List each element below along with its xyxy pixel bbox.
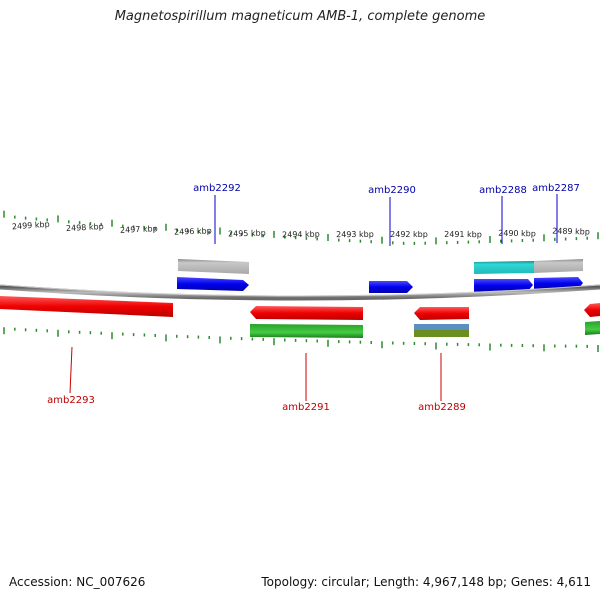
scale-label: 2496 kbp (174, 226, 212, 236)
cds-feature-olive (414, 330, 469, 337)
scale-label: 2498 kbp (66, 222, 104, 233)
cds-feature-gray (178, 259, 249, 274)
scale-label: 2492 kbp (390, 230, 428, 239)
scale-label: 2497 kbp (120, 224, 158, 235)
gene-arrow-amb2289[interactable] (414, 307, 469, 320)
cds-feature-cyan (474, 261, 534, 274)
gene-arrow-amb2292[interactable] (177, 277, 249, 291)
gene-label-amb2291[interactable]: amb2291 (282, 402, 330, 413)
scale-label: 2490 kbp (498, 229, 536, 239)
gene-label-amb2289[interactable]: amb2289 (418, 402, 466, 413)
gene-arrow-amb2291[interactable] (250, 306, 363, 320)
lower-scale-ticks (3, 327, 599, 352)
cds-feature-green (585, 321, 600, 335)
upper-scale-ticks (3, 210, 599, 245)
gene-arrow-amb2290[interactable] (369, 281, 413, 293)
forward-gene-track[interactable] (177, 277, 583, 293)
genome-backbone (0, 284, 600, 301)
gene-label-amb2288[interactable]: amb2288 (479, 185, 527, 196)
cds-feature-gray (534, 259, 583, 273)
scale-label: 2491 kbp (444, 230, 482, 239)
accession-text: Accession: NC_007626 (9, 575, 146, 589)
scale-labels: 2499 kbp 2498 kbp 2497 kbp 2496 kbp 2495… (12, 220, 590, 240)
gene-arrow-amb2293[interactable] (0, 296, 173, 317)
scale-label: 2494 kbp (282, 230, 320, 240)
gene-label-amb2293[interactable]: amb2293 (47, 395, 95, 406)
scale-label: 2493 kbp (336, 230, 374, 239)
gene-arrow-amb2288[interactable] (474, 279, 533, 292)
gene-label-amb2292[interactable]: amb2292 (193, 183, 241, 194)
scale-label: 2489 kbp (552, 227, 590, 237)
scale-label: 2499 kbp (12, 220, 50, 232)
map-title: Magnetospirillum magneticum AMB-1, compl… (114, 9, 486, 24)
scale-label: 2495 kbp (228, 229, 266, 239)
cds-feature-steelblue (414, 324, 469, 330)
label-leaders (69, 194, 558, 401)
forward-cds-track (178, 259, 583, 274)
gene-arrow-partial[interactable] (584, 303, 600, 317)
reverse-gene-track[interactable] (0, 296, 600, 320)
reverse-cds-track (250, 321, 600, 338)
gene-label-amb2287[interactable]: amb2287 (532, 183, 580, 194)
cds-feature-green (250, 324, 363, 338)
gene-labels: amb2292 amb2290 amb2288 amb2287 amb2293 … (47, 183, 580, 413)
genome-summary-text: Topology: circular; Length: 4,967,148 bp… (261, 575, 591, 589)
gene-label-amb2290[interactable]: amb2290 (368, 185, 416, 196)
